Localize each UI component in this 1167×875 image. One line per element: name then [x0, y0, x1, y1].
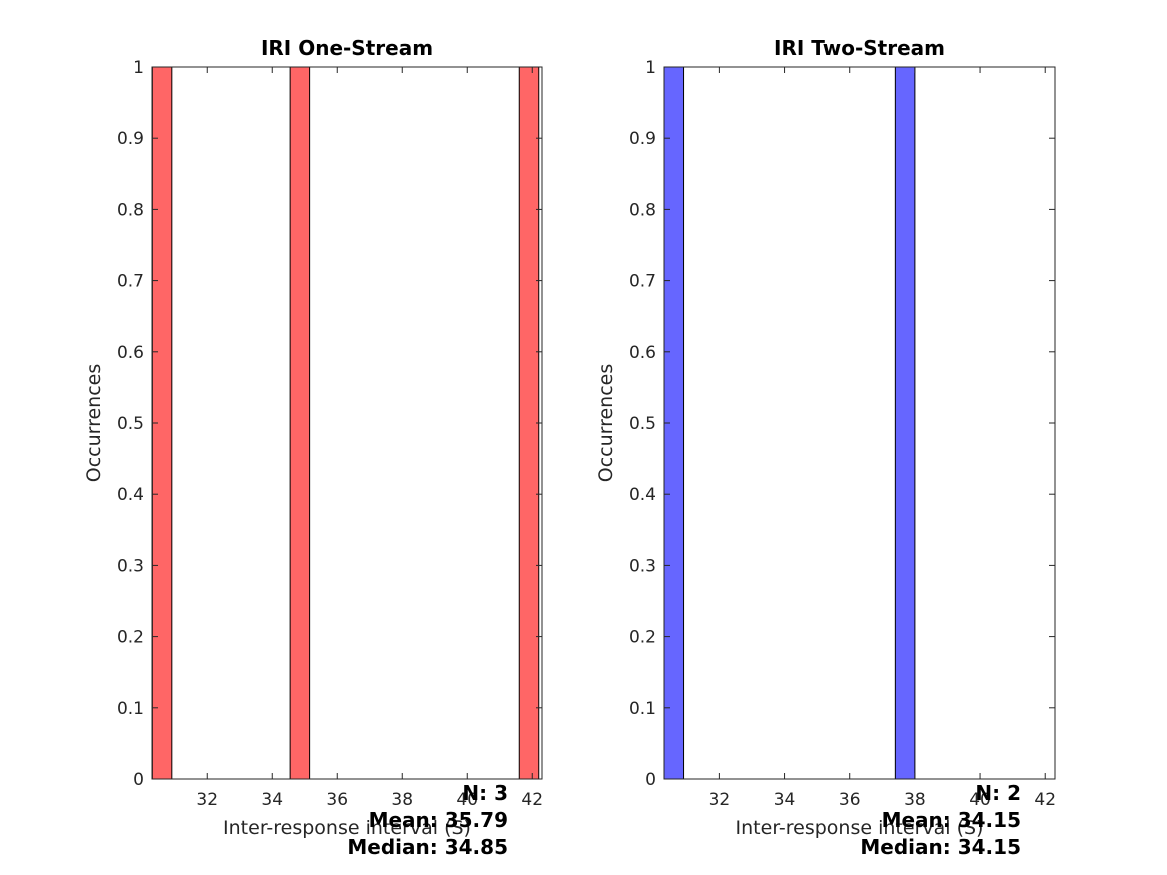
x-tick-label: 42	[521, 790, 543, 810]
y-axis-label: Occurrences	[595, 364, 617, 483]
chart-panel-1: 0 0.1 0.2 0.3 0.4 0.5 0.6 0.7 0.8 0.9 1 32 34 36 38 40 4…	[83, 36, 543, 859]
axes-box	[151, 66, 543, 780]
x-tick-label: 38	[904, 790, 926, 810]
x-tick-label: 34	[261, 790, 283, 810]
stat-median: Median: 34.85	[347, 835, 508, 859]
y-tick-label: 0.2	[117, 628, 144, 648]
y-tick-label: 0	[133, 770, 144, 790]
y-tick-label: 0.7	[629, 272, 656, 292]
y-tick-label: 0.6	[117, 343, 144, 363]
y-tick-label: 0.1	[117, 699, 144, 719]
x-tick-label: 40	[969, 790, 991, 810]
y-tick-label: 0.6	[629, 343, 656, 363]
x-tick-label: 32	[196, 790, 218, 810]
bar	[894, 66, 916, 780]
y-tick-label: 0	[645, 770, 656, 790]
y-tick-label: 0.3	[117, 556, 144, 576]
axes-box	[663, 66, 1056, 780]
x-tick-label: 36	[326, 790, 348, 810]
y-tick-label: 0.8	[117, 200, 144, 220]
x-tick-label: 42	[1034, 790, 1056, 810]
chart-title: IRI One-Stream	[261, 36, 433, 60]
stat-mean: Mean: 34.15	[882, 808, 1021, 832]
x-tick-label: 36	[839, 790, 861, 810]
x-tick-label: 32	[709, 790, 731, 810]
x-tick-label: 40	[456, 790, 478, 810]
y-tick-label: 0.9	[629, 129, 656, 149]
stat-mean: Mean: 35.79	[369, 808, 508, 832]
bar	[518, 66, 540, 780]
y-tick-label: 1	[645, 58, 656, 78]
y-tick-label: 1	[133, 58, 144, 78]
y-tick-label: 0.9	[117, 129, 144, 149]
x-axis-label: Inter-response interval (S)	[736, 817, 984, 839]
y-tick-label: 0.7	[117, 272, 144, 292]
y-tick-label: 0.5	[117, 414, 144, 434]
y-tick-label: 0.2	[629, 628, 656, 648]
bar	[289, 66, 311, 780]
y-tick-label: 0.4	[629, 485, 656, 505]
y-tick-label: 0.1	[629, 699, 656, 719]
stat-median: Median: 34.15	[860, 835, 1021, 859]
x-tick-label: 34	[774, 790, 796, 810]
y-tick-label: 0.5	[629, 414, 656, 434]
y-tick-label: 0.3	[629, 556, 656, 576]
y-axis-label: Occurrences	[83, 364, 105, 483]
x-axis-label: Inter-response interval (S)	[223, 817, 471, 839]
stat-n: N: 3	[462, 781, 508, 805]
chart-title: IRI Two-Stream	[774, 36, 945, 60]
x-tick-label: 38	[391, 790, 413, 810]
chart-panel-2: 0 0.1 0.2 0.3 0.4 0.5 0.6 0.7 0.8 0.9 1 32 34 36 38 40 4…	[595, 36, 1056, 859]
stat-n: N: 2	[975, 781, 1021, 805]
y-tick-label: 0.8	[629, 200, 656, 220]
y-tick-label: 0.4	[117, 485, 144, 505]
